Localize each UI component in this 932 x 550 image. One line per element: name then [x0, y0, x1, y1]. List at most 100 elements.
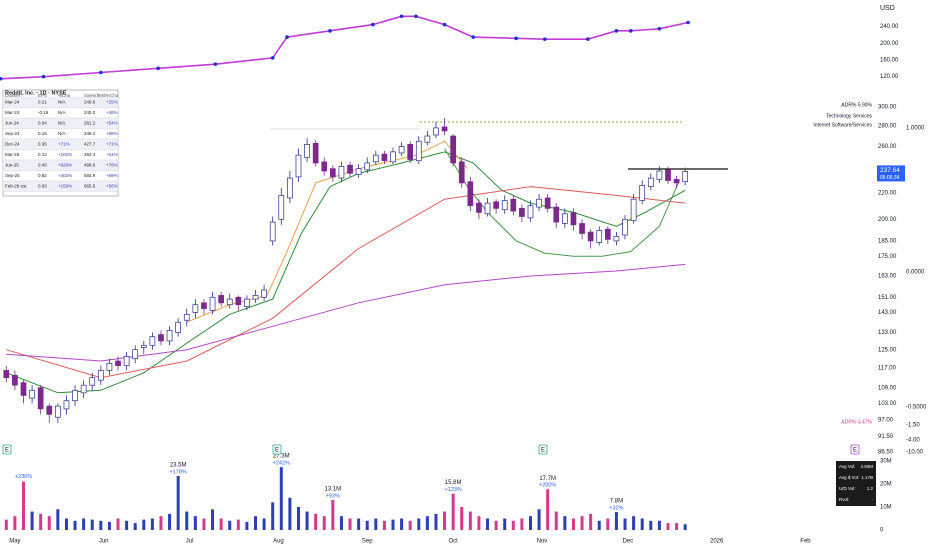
x-tick-label: Jul — [186, 539, 194, 545]
earnings-label: E — [541, 448, 545, 454]
candle-body — [63, 400, 70, 410]
top-dot — [414, 14, 418, 19]
stats-box — [836, 461, 876, 506]
candle-body — [390, 151, 396, 163]
candle-body — [12, 374, 18, 386]
top-dot — [399, 14, 404, 19]
table-cell: +71% — [58, 141, 70, 146]
volume-bar — [82, 518, 86, 530]
candle-body — [476, 202, 482, 213]
candle-body — [622, 218, 628, 236]
table-cell: +56% — [106, 183, 118, 188]
top-dot — [628, 29, 633, 33]
volume-change-label: +178% — [170, 469, 187, 475]
earnings-label: E — [5, 448, 9, 454]
candle-body — [682, 171, 689, 183]
volume-bar — [193, 516, 197, 530]
candle-body — [106, 363, 113, 371]
table-cell: Mar-24 — [5, 110, 20, 115]
candle-body — [407, 144, 414, 160]
candle-body — [424, 135, 431, 143]
volume-bar — [443, 511, 447, 530]
stats-value: 1.2 — [867, 486, 874, 491]
volume-change-label: +236% — [15, 474, 32, 480]
candle-body — [278, 195, 285, 220]
candle-body — [252, 295, 259, 300]
candle-body — [562, 213, 568, 224]
volume-change-label: +32% — [609, 505, 623, 511]
volume-bar — [417, 518, 421, 530]
candle-body — [46, 405, 53, 415]
price-tag-label: 237.64 — [880, 167, 900, 174]
volume-bar — [56, 509, 60, 530]
volume-bar — [142, 519, 146, 530]
y-tick-label: 280.00 — [878, 123, 897, 129]
volume-bar — [288, 497, 292, 530]
candle-body — [441, 126, 448, 132]
candle-body — [20, 382, 27, 396]
candle-body — [175, 321, 182, 333]
table-cell: Mar-25 — [5, 152, 20, 157]
volume-bar — [339, 516, 343, 530]
earnings-label: E — [275, 448, 279, 454]
earnings-icon — [850, 444, 860, 455]
candle-body — [630, 198, 637, 222]
candle-body — [37, 387, 44, 410]
top-dot — [614, 29, 619, 33]
volume-tick-label: 10M — [880, 505, 892, 511]
top-dot — [41, 74, 46, 79]
volume-bar — [434, 513, 438, 530]
volume-bar — [262, 518, 266, 530]
candle-body — [570, 212, 577, 226]
volume-bar — [623, 518, 627, 530]
moving-average — [186, 140, 468, 323]
top-dot — [213, 62, 218, 66]
y-tick-label: 260.00 — [878, 144, 897, 150]
industry: Internet Software/Services — [813, 122, 872, 128]
candle-body — [192, 304, 199, 313]
candle-body — [604, 228, 611, 240]
volume-bar — [528, 516, 532, 530]
top-dot — [514, 36, 518, 41]
y-tick-label: 151.00 — [878, 295, 897, 301]
top-dot — [156, 66, 160, 71]
volume-bar — [520, 518, 524, 530]
top-dot — [657, 26, 662, 31]
y-tick-label: 163.00 — [878, 274, 897, 280]
volume-bar — [477, 516, 481, 530]
y-tick-label: 175.00 — [878, 254, 897, 260]
table-cell: Feb-26 est — [5, 183, 27, 188]
table-cell: 0.16 — [38, 131, 47, 136]
table-cell: Mar-24 — [5, 99, 20, 104]
candle-body — [347, 164, 353, 174]
stats-value: 1.17B — [861, 475, 873, 480]
volume-bar — [228, 520, 232, 530]
candle-body — [372, 154, 379, 163]
candle-body — [89, 377, 96, 386]
table-cell: Sep-25 — [5, 173, 20, 178]
adr-low: ADR% 3.47% — [841, 419, 872, 425]
table-cell: 392.4 — [84, 152, 96, 157]
x-tick-label: Nov — [537, 539, 548, 545]
volume-bar — [296, 506, 300, 530]
price-tag — [877, 165, 905, 182]
candle-body — [415, 140, 422, 162]
y-tick-label: 185.00 — [878, 238, 897, 244]
volume-bar — [39, 513, 43, 530]
volume-bar — [460, 506, 464, 530]
table-cell: 584.9 — [84, 173, 96, 178]
x-tick-label: Oct — [448, 539, 458, 545]
volume-bar — [64, 518, 68, 530]
top-dot — [543, 37, 547, 41]
candle-body — [115, 360, 121, 367]
y-tick-label: 91.50 — [878, 434, 894, 440]
volume-bar — [374, 518, 378, 530]
volume-bar — [245, 521, 249, 530]
table-cell: 0.82 — [38, 173, 47, 178]
top-dot — [285, 35, 289, 39]
top-dot — [99, 70, 103, 75]
stats-key: U/D Vol: — [839, 486, 856, 491]
x-tick-label: Feb — [800, 539, 811, 545]
moving-average — [6, 263, 686, 362]
candle-body — [527, 205, 534, 219]
